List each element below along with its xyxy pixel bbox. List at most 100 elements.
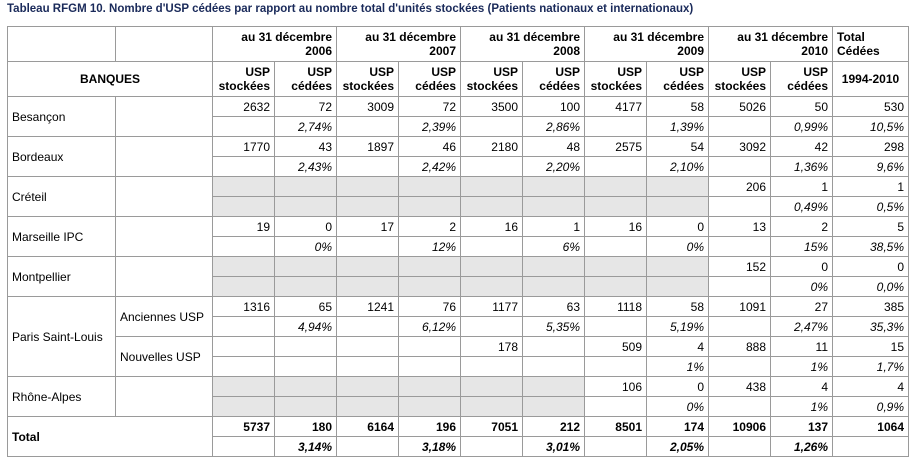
table-row: au 31 décembre 2006 au 31 décembre 2007 au…: [7, 26, 909, 62]
count-cell: [398, 336, 461, 357]
count-cell: 42: [770, 136, 833, 157]
percent-cell: 0,9%: [832, 396, 909, 417]
percent-cell: [460, 116, 523, 137]
count-cell: [274, 336, 337, 357]
table-row: 2,74% 2,39% 2,86% 1,39% 0,99% 10,5%: [8, 116, 909, 137]
percent-cell: [274, 196, 337, 217]
percent-cell: [708, 156, 771, 177]
total-sub-header: 1994-2010: [832, 61, 909, 97]
sub-label: [115, 96, 213, 137]
total-percent: 3,14%: [274, 436, 337, 457]
count-cell: [522, 256, 585, 277]
sub-label: [115, 216, 213, 257]
count-cell: 2: [770, 216, 833, 237]
table-row: 0% 12% 6% 0% 15% 38,5%: [8, 236, 909, 257]
percent-cell: [212, 116, 275, 137]
percent-cell: 0%: [770, 276, 833, 297]
count-cell: 1: [522, 216, 585, 237]
count-cell: 1118: [584, 296, 647, 317]
total-count: 1064: [832, 416, 909, 437]
percent-cell: [646, 276, 709, 297]
percent-cell: [336, 116, 399, 137]
count-cell: [646, 176, 709, 197]
count-cell: 178: [460, 336, 523, 357]
sub-label: Anciennes USP: [115, 296, 213, 337]
count-cell: 530: [832, 96, 909, 117]
count-cell: 11: [770, 336, 833, 357]
sub-header: USP cédées: [398, 61, 461, 97]
count-cell: 54: [646, 136, 709, 157]
percent-cell: 35,3%: [832, 316, 909, 337]
percent-cell: [584, 116, 647, 137]
percent-cell: 1%: [770, 356, 833, 377]
sub-label: [115, 376, 213, 417]
count-cell: 298: [832, 136, 909, 157]
percent-cell: [336, 396, 399, 417]
count-cell: [212, 256, 275, 277]
sub-header: USP cédées: [646, 61, 709, 97]
count-cell: 2632: [212, 96, 275, 117]
count-cell: 1: [832, 176, 909, 197]
percent-cell: [336, 316, 399, 337]
percent-cell: [522, 396, 585, 417]
percent-cell: [398, 396, 461, 417]
percent-cell: [460, 276, 523, 297]
percent-cell: [708, 116, 771, 137]
percent-cell: 1%: [770, 396, 833, 417]
header-blank: [115, 26, 213, 62]
sub-header: USP stockées: [336, 61, 399, 97]
total-percent: [212, 436, 275, 457]
sub-header: USP stockées: [708, 61, 771, 97]
percent-cell: 2,42%: [398, 156, 461, 177]
count-cell: 888: [708, 336, 771, 357]
percent-cell: 6,12%: [398, 316, 461, 337]
count-cell: 15: [832, 336, 909, 357]
count-cell: 1177: [460, 296, 523, 317]
percent-cell: [460, 156, 523, 177]
percent-cell: 0,49%: [770, 196, 833, 217]
count-cell: [274, 176, 337, 197]
count-cell: 0: [274, 216, 337, 237]
period-header: au 31 décembre 2010: [708, 26, 833, 62]
count-cell: [460, 176, 523, 197]
table-row: 3,14% 3,18% 3,01% 2,05% 1,26%: [8, 436, 909, 457]
count-cell: [336, 176, 399, 197]
percent-cell: [584, 276, 647, 297]
count-cell: 3092: [708, 136, 771, 157]
percent-cell: 5,19%: [646, 316, 709, 337]
percent-cell: 15%: [770, 236, 833, 257]
total-percent: [832, 436, 909, 457]
count-cell: [584, 256, 647, 277]
table-row: Nouvelles USP 178 509 4 888 11 15: [8, 336, 909, 377]
percent-cell: [584, 396, 647, 417]
percent-cell: [212, 236, 275, 257]
percent-cell: 38,5%: [832, 236, 909, 257]
table-title: Tableau RFGM 10. Nombre d'USP cédées par…: [7, 3, 694, 15]
sub-header: USP stockées: [460, 61, 523, 97]
percent-cell: 10,5%: [832, 116, 909, 137]
table-row: 0,49% 0,5%: [8, 196, 909, 217]
table-row: Rhône-Alpes 106 0 438 4 4: [7, 376, 909, 417]
count-cell: 106: [584, 376, 647, 397]
count-cell: 50: [770, 96, 833, 117]
percent-cell: [584, 316, 647, 337]
total-count: 5737: [212, 416, 275, 437]
percent-cell: [460, 356, 523, 377]
total-count: 6164: [336, 416, 399, 437]
bank-name: Créteil: [7, 176, 116, 217]
count-cell: [274, 256, 337, 277]
percent-cell: [460, 316, 523, 337]
count-cell: 1316: [212, 296, 275, 317]
count-cell: 206: [708, 176, 771, 197]
percent-cell: 2,47%: [770, 316, 833, 337]
total-count: 180: [274, 416, 337, 437]
count-cell: 100: [522, 96, 585, 117]
count-cell: 4: [770, 376, 833, 397]
table-row: 4,94% 6,12% 5,35% 5,19% 2,47% 35,3%: [8, 316, 909, 337]
percent-cell: 5,35%: [522, 316, 585, 337]
count-cell: 4: [832, 376, 909, 397]
count-cell: 65: [274, 296, 337, 317]
percent-cell: 6%: [522, 236, 585, 257]
percent-cell: [336, 196, 399, 217]
total-percent: 1,26%: [770, 436, 833, 457]
